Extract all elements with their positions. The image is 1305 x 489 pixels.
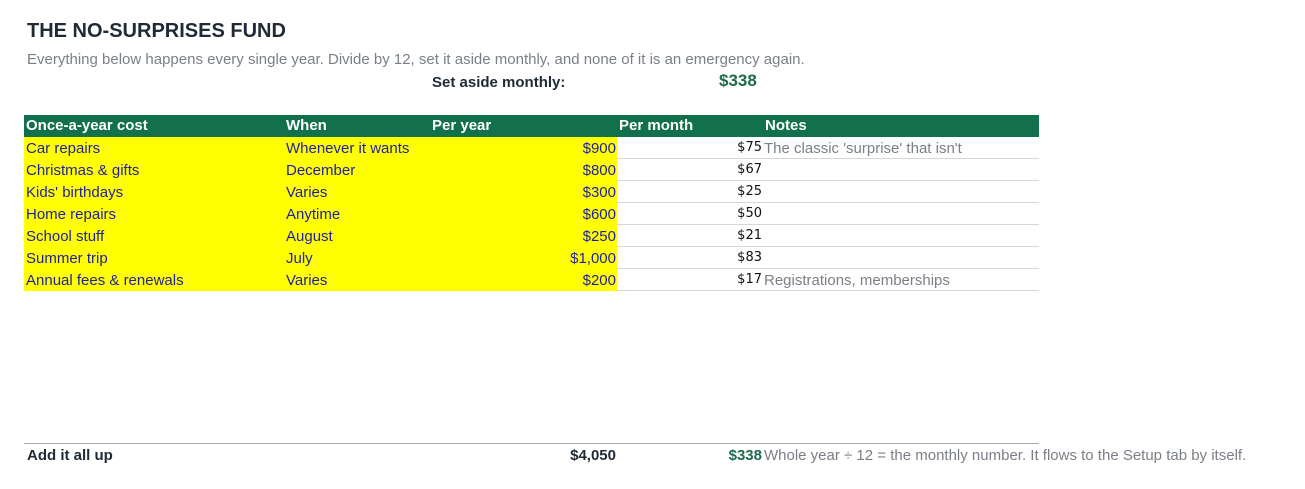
set-aside-label: Set aside monthly:	[432, 74, 566, 91]
row-divider	[617, 268, 1039, 269]
totals-note: Whole year ÷ 12 = the monthly number. It…	[764, 447, 1247, 464]
row-divider	[617, 224, 1039, 225]
cell-cost-name[interactable]: Car repairs	[26, 140, 101, 157]
cell-per-month[interactable]: $83	[737, 250, 762, 265]
cell-per-year[interactable]: $1,000	[570, 250, 616, 267]
table-row: Kids' birthdays Varies $300 $25	[24, 181, 1039, 203]
cell-per-year[interactable]: $300	[582, 184, 616, 201]
row-divider	[617, 158, 1039, 159]
table-row: Home repairs Anytime $600 $50	[24, 203, 1039, 225]
totals-per-month[interactable]: $338	[728, 447, 762, 464]
cell-when[interactable]: Whenever it wants	[286, 140, 410, 157]
table-row: Christmas & gifts December $800 $67	[24, 159, 1039, 181]
page-subtitle: Everything below happens every single ye…	[27, 51, 805, 68]
header-per-month[interactable]: Per month	[619, 117, 694, 134]
cell-cost-name[interactable]: Annual fees & renewals	[26, 272, 184, 289]
header-notes[interactable]: Notes	[765, 117, 807, 134]
table-row: Car repairs Whenever it wants $900 $75 The c…	[24, 137, 1039, 159]
cell-cost-name[interactable]: Christmas & gifts	[26, 162, 140, 179]
header-cost[interactable]: Once-a-year cost	[26, 117, 148, 134]
cell-cost-name[interactable]: Kids' birthdays	[26, 184, 124, 201]
page-title: THE NO-SURPRISES FUND	[27, 20, 286, 42]
cell-cost-name[interactable]: Home repairs	[26, 206, 117, 223]
table-row: Summer trip July $1,000 $83	[24, 247, 1039, 269]
cell-cost-name[interactable]: Summer trip	[26, 250, 108, 267]
set-aside-value[interactable]: $338	[719, 71, 757, 90]
cell-per-month[interactable]: $25	[737, 184, 762, 199]
input-highlight	[24, 137, 617, 159]
input-highlight	[24, 247, 617, 269]
table-row: Annual fees & renewals Varies $200 $17 Regis…	[24, 269, 1039, 291]
totals-label: Add it all up	[27, 447, 113, 464]
cell-when[interactable]: Varies	[286, 272, 328, 289]
input-highlight	[24, 203, 617, 225]
cell-per-month[interactable]: $50	[737, 206, 762, 221]
cell-per-month[interactable]: $17	[737, 272, 762, 287]
cell-when[interactable]: July	[286, 250, 313, 267]
row-divider	[617, 246, 1039, 247]
header-when[interactable]: When	[286, 117, 327, 134]
cell-when[interactable]: December	[286, 162, 356, 179]
totals-per-year[interactable]: $4,050	[570, 447, 616, 464]
cell-per-year[interactable]: $800	[582, 162, 616, 179]
cell-per-year[interactable]: $200	[582, 272, 616, 289]
cell-per-year[interactable]: $600	[582, 206, 616, 223]
cell-when[interactable]: Anytime	[286, 206, 341, 223]
cell-when[interactable]: Varies	[286, 184, 328, 201]
cell-note[interactable]: Registrations, memberships	[764, 272, 950, 289]
row-divider	[617, 202, 1039, 203]
input-highlight	[24, 269, 617, 291]
input-highlight	[24, 181, 617, 203]
cell-when[interactable]: August	[286, 228, 333, 245]
row-divider	[617, 290, 1039, 291]
table-row: School stuff August $250 $21	[24, 225, 1039, 247]
input-highlight	[24, 159, 617, 181]
cell-per-month[interactable]: $75	[737, 140, 762, 155]
cell-per-year[interactable]: $250	[582, 228, 616, 245]
cell-per-month[interactable]: $67	[737, 162, 762, 177]
cell-per-month[interactable]: $21	[737, 228, 762, 243]
header-per-year[interactable]: Per year	[432, 117, 492, 134]
table-header	[24, 115, 1039, 137]
cell-note[interactable]: The classic 'surprise' that isn't	[764, 140, 962, 157]
row-divider	[617, 180, 1039, 181]
cell-per-year[interactable]: $900	[582, 140, 616, 157]
cell-cost-name[interactable]: School stuff	[26, 228, 105, 245]
input-highlight	[24, 225, 617, 247]
totals-divider	[24, 443, 1039, 444]
